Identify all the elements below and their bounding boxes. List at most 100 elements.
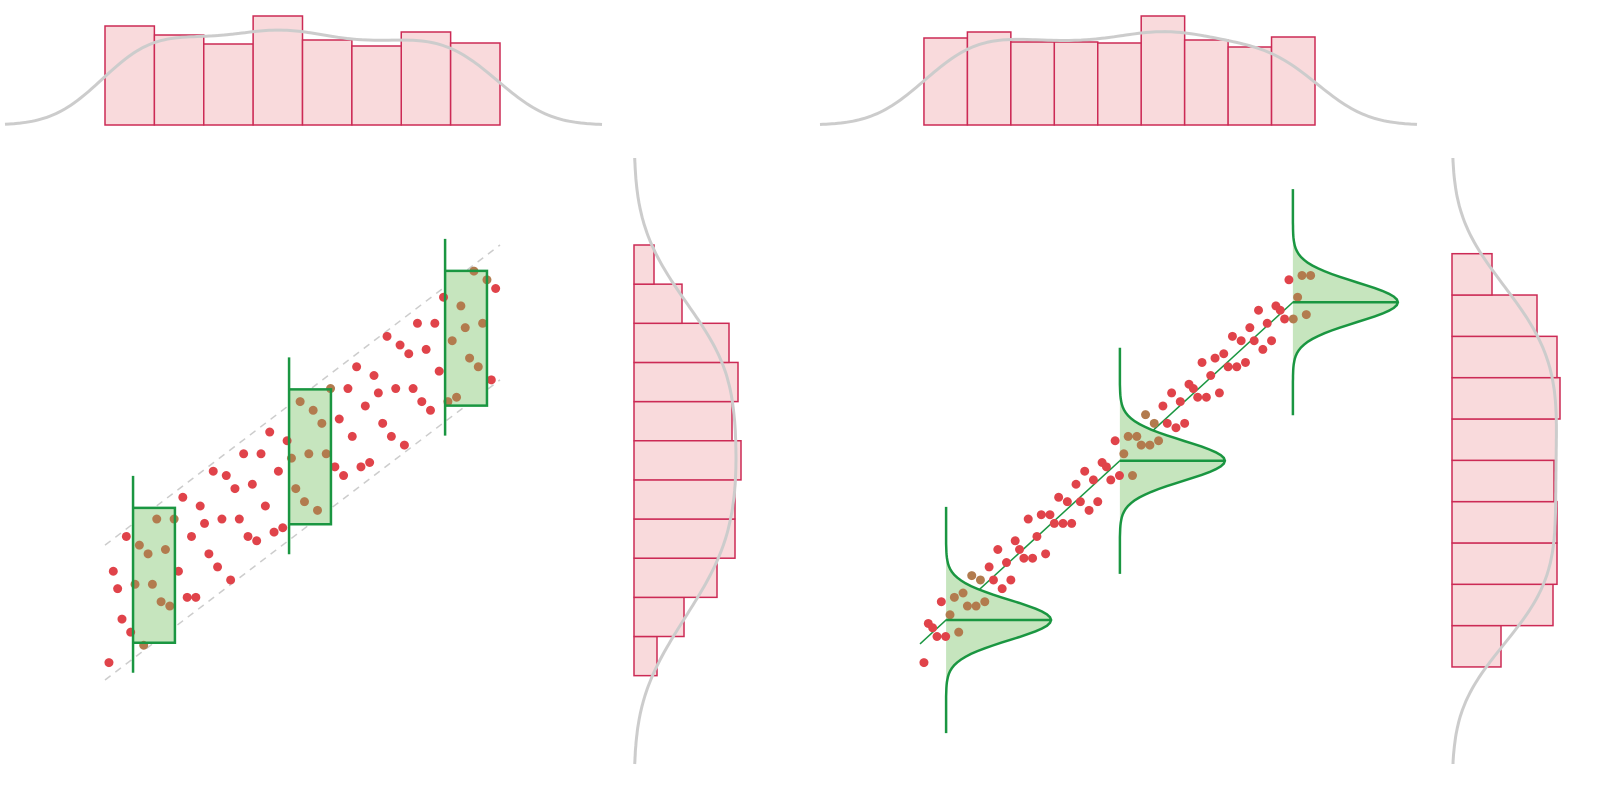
point [984, 562, 994, 572]
point [958, 588, 968, 598]
point [156, 597, 166, 607]
point [1110, 436, 1120, 446]
point [1223, 362, 1233, 372]
point [1119, 449, 1129, 459]
x-hist-bar [1053, 41, 1099, 126]
point [962, 601, 972, 611]
point [1258, 344, 1268, 354]
point [200, 518, 210, 528]
y-hist-bar [633, 322, 730, 364]
y-hist-bar [1451, 500, 1558, 544]
point [478, 318, 488, 328]
point [928, 623, 938, 633]
point [430, 318, 440, 328]
point [491, 284, 501, 293]
point [1240, 357, 1250, 367]
point [356, 462, 366, 472]
x-hist-bar [400, 31, 452, 126]
point [391, 384, 401, 394]
y-hist-bar [633, 400, 733, 442]
point [1149, 418, 1159, 428]
point [208, 466, 218, 476]
point [971, 601, 981, 611]
x-hist-bar [1140, 15, 1186, 126]
point [1180, 418, 1190, 428]
point [295, 397, 305, 407]
x-hist-bar [153, 34, 205, 126]
point [1049, 518, 1059, 528]
point [1093, 497, 1103, 507]
point [1114, 471, 1124, 481]
point [1010, 536, 1020, 546]
point [1236, 336, 1246, 346]
point [378, 418, 388, 428]
x-hist-bar [923, 37, 969, 126]
point [1206, 371, 1216, 380]
point [486, 375, 496, 385]
point [239, 449, 249, 459]
y-hist-bar [633, 361, 739, 403]
point [1293, 292, 1303, 302]
point [1128, 471, 1138, 481]
point [234, 514, 244, 524]
x-hist-bar [1183, 39, 1229, 126]
x-hist-bar [1270, 36, 1316, 126]
point [452, 392, 462, 402]
x-hist-bar [1097, 42, 1142, 126]
y-hist-bar [633, 557, 718, 599]
point [1141, 410, 1151, 420]
slice-outline [287, 357, 333, 555]
slice-outline [131, 475, 177, 673]
point [412, 318, 422, 328]
point [1101, 462, 1111, 472]
point [230, 484, 240, 494]
point [330, 462, 340, 472]
point [404, 349, 414, 359]
point [221, 471, 231, 481]
point [1062, 497, 1072, 507]
point [1301, 310, 1311, 320]
point [980, 597, 990, 607]
point [997, 584, 1007, 594]
x-hist-bar [351, 45, 402, 126]
point [226, 575, 236, 585]
x-density-curve [819, 30, 1418, 126]
point [313, 505, 323, 515]
point [993, 545, 1003, 554]
point [117, 614, 127, 624]
y-hist-bar [633, 479, 736, 520]
point [243, 531, 253, 541]
point [473, 362, 483, 372]
point [1023, 514, 1033, 524]
point [1245, 323, 1255, 333]
point [1288, 314, 1298, 324]
point [104, 658, 114, 668]
point [1201, 392, 1211, 402]
point [1106, 475, 1116, 485]
point [1227, 331, 1237, 341]
x-hist-bar [252, 15, 304, 126]
point [1088, 475, 1098, 485]
point [217, 514, 227, 524]
y-hist-bar [1451, 583, 1554, 627]
point [1306, 270, 1316, 280]
point [1145, 440, 1155, 450]
point [134, 540, 144, 550]
point [1167, 388, 1177, 398]
point [365, 458, 375, 467]
point [1254, 305, 1264, 315]
y-hist-bar [1451, 459, 1555, 503]
x-density-curve [4, 28, 603, 126]
point [165, 601, 175, 611]
point [247, 479, 257, 489]
point [1249, 336, 1259, 346]
point [988, 575, 998, 585]
point [1262, 318, 1272, 328]
point [1132, 431, 1142, 441]
point [256, 449, 266, 459]
y-density-curve [633, 157, 738, 765]
point [265, 427, 275, 437]
point [1019, 553, 1029, 563]
slice-outline [443, 238, 489, 436]
